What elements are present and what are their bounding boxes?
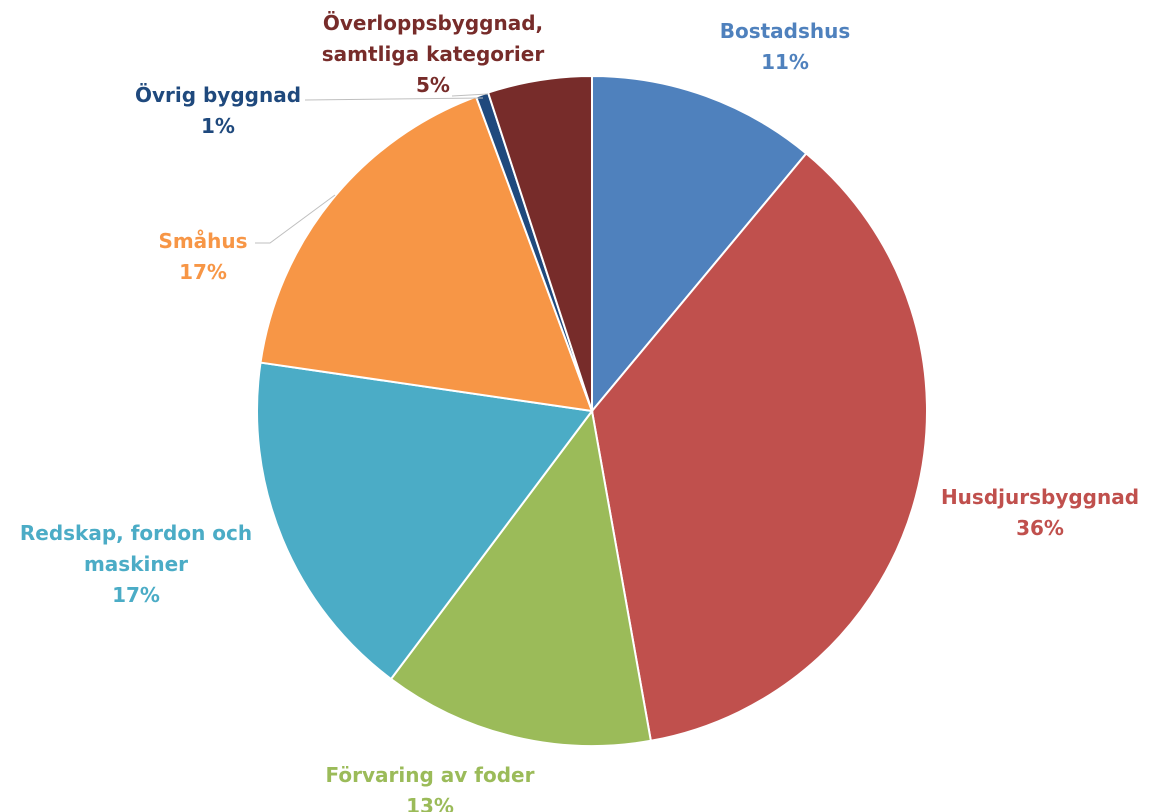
- leader-line-7: [451, 93, 489, 97]
- slice-percent: 5%: [416, 73, 450, 97]
- slice-label-4: Redskap, fordon och maskiner 17%: [20, 521, 252, 607]
- pie-slice-7: [486, 74, 593, 412]
- slice-name-line: samtliga kategorier: [322, 42, 545, 66]
- slice-label-2: Husdjursbyggnad 36%: [941, 485, 1139, 540]
- slice-name-line: Småhus: [158, 229, 247, 253]
- pie-slice-5: [259, 95, 594, 413]
- slice-percent: 11%: [761, 50, 809, 74]
- pie-slice-2: [590, 152, 928, 742]
- slice-label-5: Småhus 17%: [158, 229, 247, 284]
- slice-percent: 17%: [112, 583, 160, 607]
- slice-name-line: Bostadshus: [720, 19, 851, 43]
- slice-percent: 17%: [179, 260, 227, 284]
- pie-slice-3: [389, 408, 653, 748]
- leader-line-6: [304, 97, 484, 101]
- slice-label-3: Förvaring av foder 13%: [326, 763, 535, 812]
- slice-percent: 36%: [1016, 516, 1064, 540]
- slice-label-6: Övrig byggnad 1%: [135, 83, 301, 138]
- slice-name-line: Redskap, fordon och: [20, 521, 252, 545]
- slice-label-7: Överloppsbyggnad, samtliga kategorier 5%: [322, 11, 545, 97]
- slice-label-1: Bostadshus 11%: [720, 19, 851, 74]
- leader-line-5: [255, 194, 336, 244]
- slice-name-line: Överloppsbyggnad,: [323, 11, 543, 35]
- pie-slice-1: [591, 74, 808, 414]
- slice-name-line: Husdjursbyggnad: [941, 485, 1139, 509]
- slice-name-line: Förvaring av foder: [326, 763, 535, 787]
- slice-name-line: maskiner: [84, 552, 188, 576]
- slice-percent: 13%: [406, 794, 454, 812]
- slice-percent: 1%: [201, 114, 235, 138]
- pie-slice-4: [256, 361, 594, 681]
- slice-name-line: Övrig byggnad: [135, 83, 301, 107]
